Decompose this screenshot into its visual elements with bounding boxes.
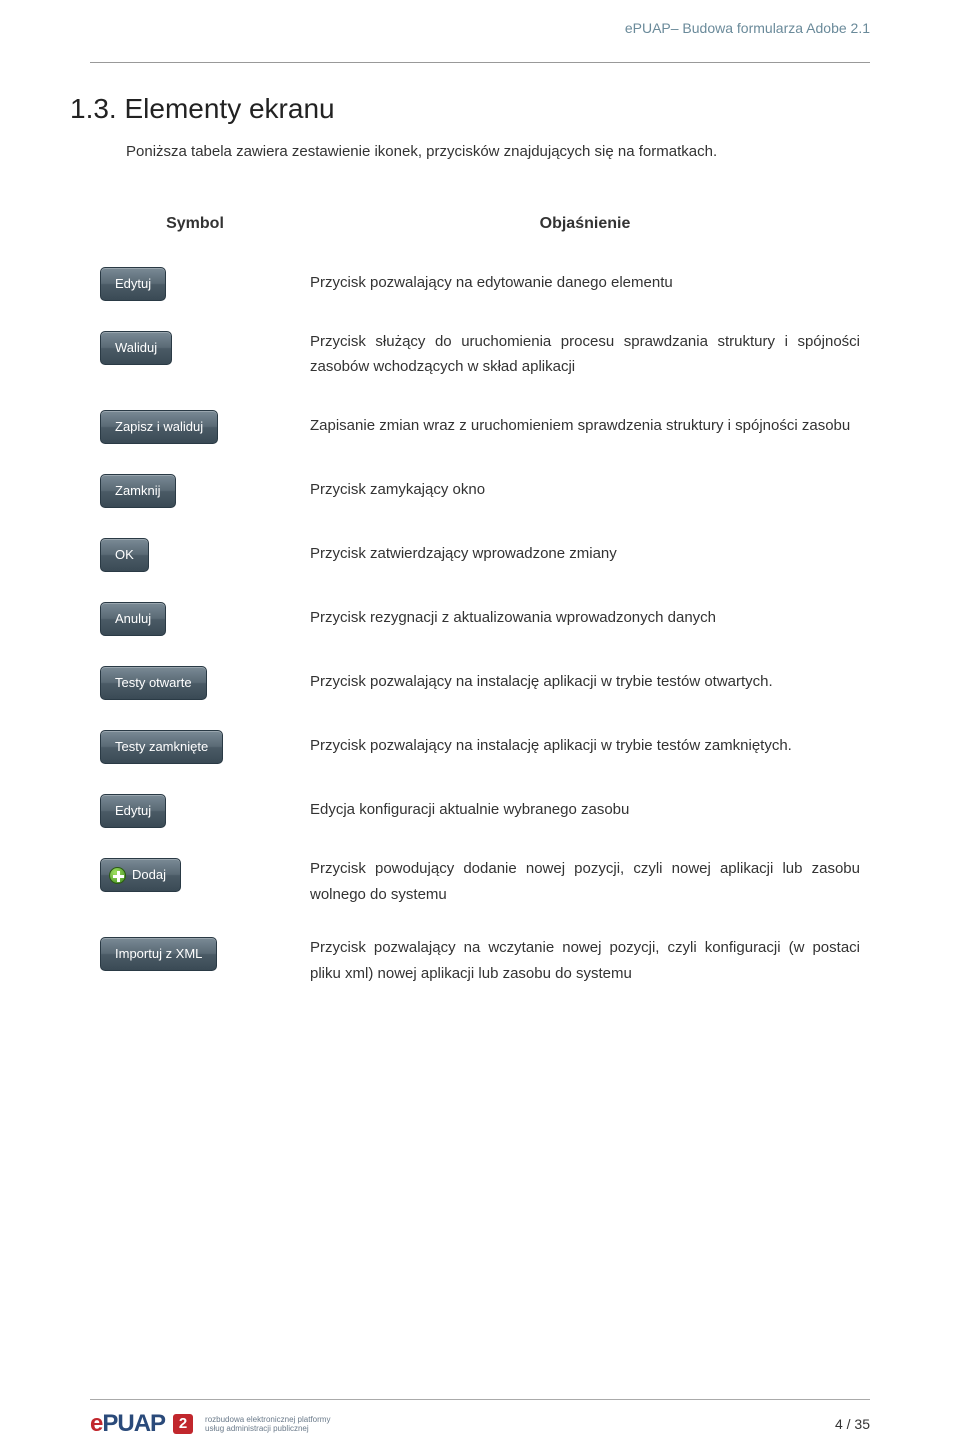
table-row: Waliduj Przycisk służący do uruchomienia… [90,315,870,394]
add-button-label: Dodaj [132,867,166,882]
desc-cell: Przycisk zamykający okno [300,458,870,522]
table-row: Dodaj Przycisk powodujący dodanie nowej … [90,842,870,921]
table-row: Importuj z XML Przycisk pozwalający na w… [90,921,870,1000]
col-header-desc: Objaśnienie [300,205,870,251]
closed-tests-button[interactable]: Testy zamknięte [100,730,223,764]
logo-e-letter: e [90,1410,102,1437]
cancel-button[interactable]: Anuluj [100,602,166,636]
logo-puap-text: PUAP [102,1410,165,1437]
desc-cell: Przycisk pozwalający na instalację aplik… [300,714,870,778]
edit-config-button[interactable]: Edytuj [100,794,166,828]
logo-subtext: rozbudowa elektronicznej platformy usług… [205,1415,330,1433]
validate-button[interactable]: Waliduj [100,331,172,365]
logo-sub-line1: rozbudowa elektronicznej platformy [205,1415,330,1424]
logo-text: ePUAP [90,1410,165,1438]
edit-button[interactable]: Edytuj [100,267,166,301]
footer-row: ePUAP 2 rozbudowa elektronicznej platfor… [90,1410,870,1438]
page-container: ePUAP– Budowa formularza Adobe 2.1 1.3. … [0,0,960,1456]
add-button[interactable]: Dodaj [100,858,181,892]
col-header-symbol: Symbol [90,205,300,251]
table-row: OK Przycisk zatwierdzający wprowadzone z… [90,522,870,586]
desc-cell: Przycisk pozwalający na instalację aplik… [300,650,870,714]
close-button[interactable]: Zamknij [100,474,176,508]
open-tests-button[interactable]: Testy otwarte [100,666,207,700]
table-row: Anuluj Przycisk rezygnacji z aktualizowa… [90,586,870,650]
ok-button[interactable]: OK [100,538,149,572]
logo: ePUAP 2 rozbudowa elektronicznej platfor… [90,1410,330,1438]
desc-cell: Przycisk służący do uruchomienia procesu… [300,315,870,394]
desc-cell: Zapisanie zmian wraz z uruchomieniem spr… [300,394,870,458]
logo-sub-line2: usług administracji publicznej [205,1424,309,1433]
table-row: Zapisz i waliduj Zapisanie zmian wraz z … [90,394,870,458]
footer-divider [90,1399,870,1400]
table-row: Edytuj Edycja konfiguracji aktualnie wyb… [90,778,870,842]
desc-cell: Edycja konfiguracji aktualnie wybranego … [300,778,870,842]
document-header: ePUAP– Budowa formularza Adobe 2.1 [90,20,870,44]
table-row: Testy zamknięte Przycisk pozwalający na … [90,714,870,778]
section-title: 1.3. Elementy ekranu [70,93,870,125]
page-number: 4 / 35 [835,1416,870,1432]
import-xml-button[interactable]: Importuj z XML [100,937,217,971]
logo-badge-2: 2 [173,1414,193,1434]
header-divider [90,62,870,63]
desc-cell: Przycisk powodujący dodanie nowej pozycj… [300,842,870,921]
page-footer: ePUAP 2 rozbudowa elektronicznej platfor… [90,1399,870,1438]
plus-icon [109,867,126,884]
save-validate-button[interactable]: Zapisz i waliduj [100,410,218,444]
section-intro: Poniższa tabela zawiera zestawienie ikon… [126,139,870,165]
desc-cell: Przycisk pozwalający na edytowanie daneg… [300,251,870,315]
table-row: Zamknij Przycisk zamykający okno [90,458,870,522]
symbol-table: Symbol Objaśnienie Edytuj Przycisk pozwa… [90,205,870,1001]
desc-cell: Przycisk pozwalający na wczytanie nowej … [300,921,870,1000]
table-row: Testy otwarte Przycisk pozwalający na in… [90,650,870,714]
desc-cell: Przycisk rezygnacji z aktualizowania wpr… [300,586,870,650]
table-header-row: Symbol Objaśnienie [90,205,870,251]
table-row: Edytuj Przycisk pozwalający na edytowani… [90,251,870,315]
desc-cell: Przycisk zatwierdzający wprowadzone zmia… [300,522,870,586]
